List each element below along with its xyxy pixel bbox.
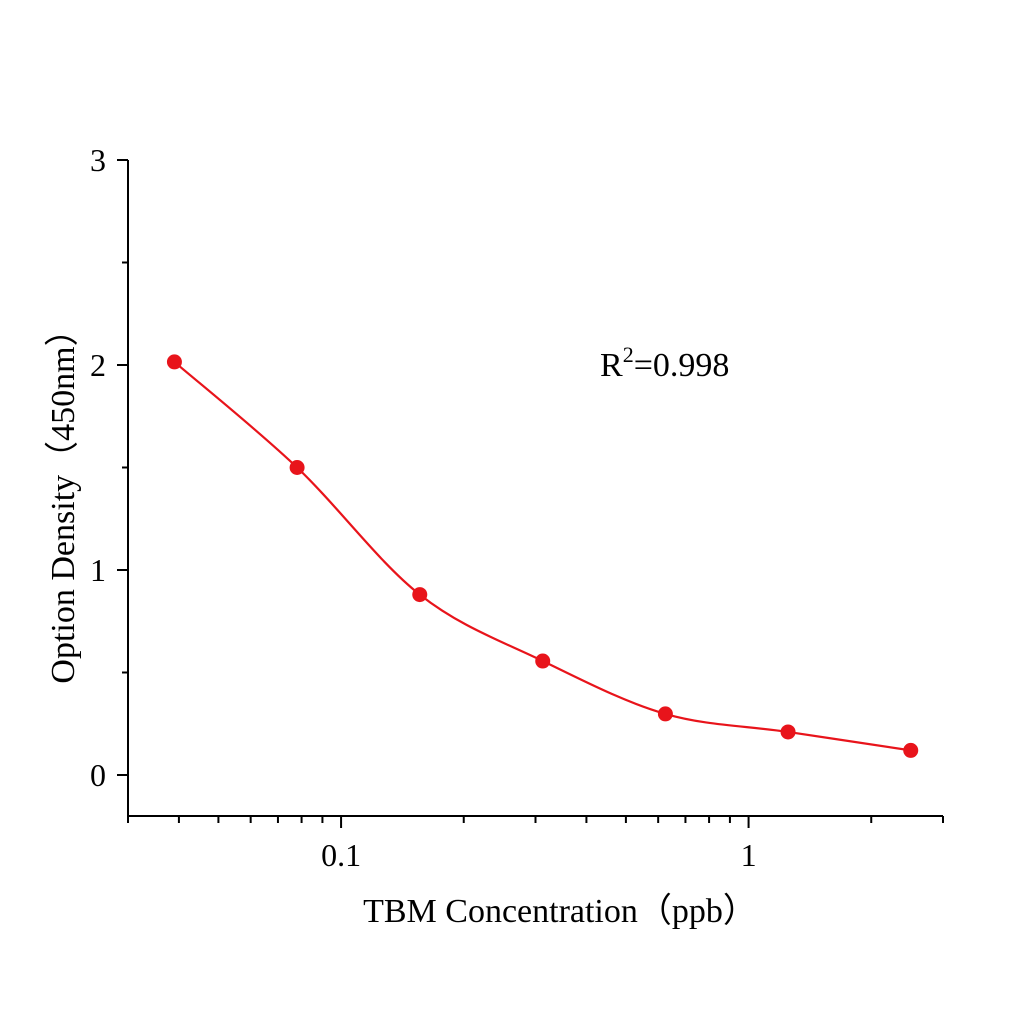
data-point [412, 587, 428, 603]
data-point [903, 742, 919, 758]
x-tick-label: 0.1 [321, 837, 361, 873]
data-point [535, 653, 551, 669]
y-tick-label: 1 [90, 552, 106, 588]
data-point [657, 706, 673, 722]
data-points [166, 354, 919, 758]
fit-curve [173, 361, 911, 752]
y-tick-label: 2 [90, 347, 106, 383]
y-tick-label: 3 [90, 142, 106, 178]
axes: 0 1 2 3 0.1 1 [90, 142, 944, 873]
r-squared-annotation: R2=0.998 [600, 342, 729, 384]
y-tick-label: 0 [90, 757, 106, 793]
y-axis-label: Option Density（450nm） [44, 312, 82, 683]
x-tick-label: 1 [741, 837, 757, 873]
x-axis-label: TBM Concentration（ppb） [363, 892, 757, 930]
data-point [289, 460, 305, 475]
data-point [780, 724, 796, 740]
data-point [166, 354, 182, 370]
